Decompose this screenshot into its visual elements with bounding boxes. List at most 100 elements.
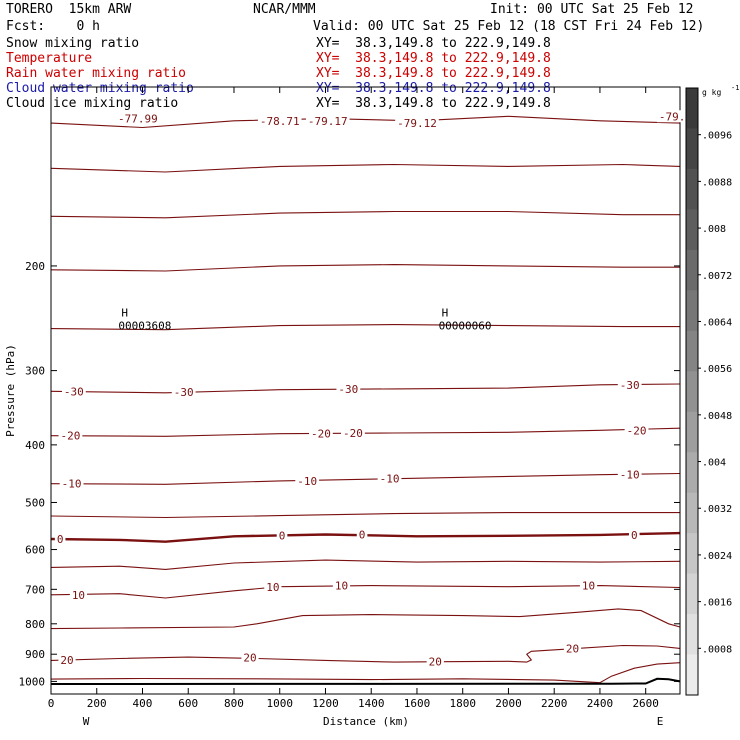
- colorbar-swatch: [686, 533, 698, 575]
- terrain-layer: [50, 677, 681, 685]
- contour-label-bg: [617, 378, 642, 391]
- valid-time: Valid: 00 UTC Sat 25 Feb 12 (18 CST Fri …: [313, 19, 705, 34]
- colorbar-swatch: [686, 168, 698, 210]
- x-tick-label: 800: [224, 697, 244, 710]
- colorbar: .0096 .0088 .008 .0072 .0064 .0056 .0048 .004 .0…: [685, 84, 739, 696]
- contour-label: -20: [311, 428, 331, 441]
- contour-label: 0: [359, 528, 366, 541]
- contour-label-bg: [59, 477, 84, 490]
- x-tick-label: 0: [48, 697, 55, 710]
- contour-label-bg: [295, 474, 320, 487]
- colorbar-swatch: [686, 290, 698, 332]
- init-time: Init: 00 UTC Sat 25 Feb 12: [490, 2, 694, 17]
- colorbar-swatch: [686, 654, 698, 696]
- contour-line--80: [50, 115, 681, 129]
- field-name: Temperature: [6, 51, 93, 66]
- contour-label-bg: [579, 579, 598, 592]
- contour-label-bg: [241, 651, 259, 664]
- contour-label: 0: [57, 533, 64, 546]
- contour-line-0: [50, 531, 681, 543]
- contour-label: 0: [279, 529, 286, 542]
- contour-label-bg: [69, 588, 88, 601]
- contour-label: -79.9: [659, 110, 692, 123]
- y-tick-label: 600: [25, 544, 45, 557]
- center-name: NCAR/MMM: [253, 2, 316, 17]
- y-tick-label: 300: [25, 365, 45, 378]
- field-xy-range: XY= 38.3,149.8 to 222.9,149.8: [316, 51, 551, 66]
- field-name: Snow mixing ratio: [6, 36, 140, 51]
- contour-label: 0: [631, 529, 638, 542]
- contour-label-bg: [332, 579, 351, 592]
- colorbar-swatch: [686, 209, 698, 251]
- contour-label: -20: [343, 427, 363, 440]
- field-xy-range: XY= 38.3,149.8 to 222.9,149.8: [316, 96, 551, 111]
- contour-label: 10: [72, 589, 85, 602]
- plot-frame: [50, 86, 681, 695]
- forecast-hour: Fcst: 0 h: [6, 19, 100, 34]
- colorbar-label: .0088: [702, 177, 732, 188]
- x-tick-label: 2200: [541, 697, 568, 710]
- contour-label-bg: [58, 429, 83, 442]
- x-axis-label: Distance (km): [323, 715, 409, 728]
- contour-line-25: [50, 662, 681, 684]
- contour-line--20: [50, 427, 681, 437]
- y-axis-label: Pressure (hPa): [4, 344, 17, 437]
- colorbar-label: .0096: [702, 131, 732, 142]
- contour-label: 20: [566, 642, 579, 655]
- colorbar-frame: [685, 87, 699, 696]
- colorbar-label: .0048: [702, 411, 732, 422]
- contour-label: -10: [380, 473, 400, 486]
- contour-line--40: [50, 324, 680, 331]
- x-tick-label: 200: [87, 697, 107, 710]
- contour-line--30: [50, 383, 681, 394]
- high-marker: H: [442, 306, 449, 319]
- contour-line--60: [50, 210, 680, 219]
- contour-line-3: [50, 559, 681, 570]
- x-tick-label: 400: [133, 697, 153, 710]
- contour-label-bg: [624, 424, 649, 437]
- contour-line--70: [50, 163, 681, 173]
- colorbar-swatch: [686, 411, 698, 453]
- colorbar-label: .0056: [702, 364, 732, 375]
- field-name: Cloud water mixing ratio: [6, 81, 194, 96]
- contour-label: -10: [297, 475, 317, 488]
- contour-label-bg: [308, 427, 333, 440]
- contour-label-bg: [336, 382, 361, 395]
- contour-label: -30: [620, 379, 640, 392]
- x-tick-label: 2000: [495, 697, 522, 710]
- contour-label: 10: [266, 581, 279, 594]
- colorbar-label: .0072: [702, 271, 732, 282]
- contour-label-bg: [395, 117, 439, 130]
- colorbar-swatch: [686, 88, 698, 129]
- colorbar-swatch: [686, 371, 698, 413]
- model-name: TORERO 15km ARW: [6, 2, 132, 17]
- contour-label-bg: [377, 472, 402, 485]
- contour-label-bg: [61, 385, 86, 398]
- contour-label: 10: [582, 580, 595, 593]
- contour-label-layer: -77.99 -78.71 -79.12 -79.17 -79.9 -30 -30 -30 -3…: [54, 110, 694, 668]
- contour-label: 20: [429, 655, 442, 668]
- contour-label: -79.17: [308, 115, 348, 128]
- colorbar-label: .0032: [702, 504, 732, 515]
- contour-label: 20: [60, 654, 73, 667]
- colorbar-label: .004: [702, 458, 726, 469]
- contour-line--5: [50, 512, 680, 519]
- contour-label: -10: [620, 469, 640, 482]
- x-tick-label: 1400: [358, 697, 385, 710]
- x-tick-label: 1600: [404, 697, 431, 710]
- y-tick-label: 1000: [19, 675, 46, 688]
- contour-layer: [50, 115, 681, 684]
- contour-label: -10: [62, 478, 82, 491]
- field-xy-range: XY= 38.3,149.8 to 222.9,149.8: [316, 66, 551, 81]
- x-tick-label: 1200: [312, 697, 339, 710]
- terrain-line: [50, 677, 681, 685]
- contour-label: 20: [243, 652, 256, 665]
- contour-label: -30: [64, 385, 84, 398]
- contour-label: 10: [335, 580, 348, 593]
- colorbar-swatch: [686, 452, 698, 494]
- x-tick-label: 2400: [587, 697, 614, 710]
- y-tick-label: 800: [25, 618, 45, 631]
- contour-label-bg: [264, 581, 282, 594]
